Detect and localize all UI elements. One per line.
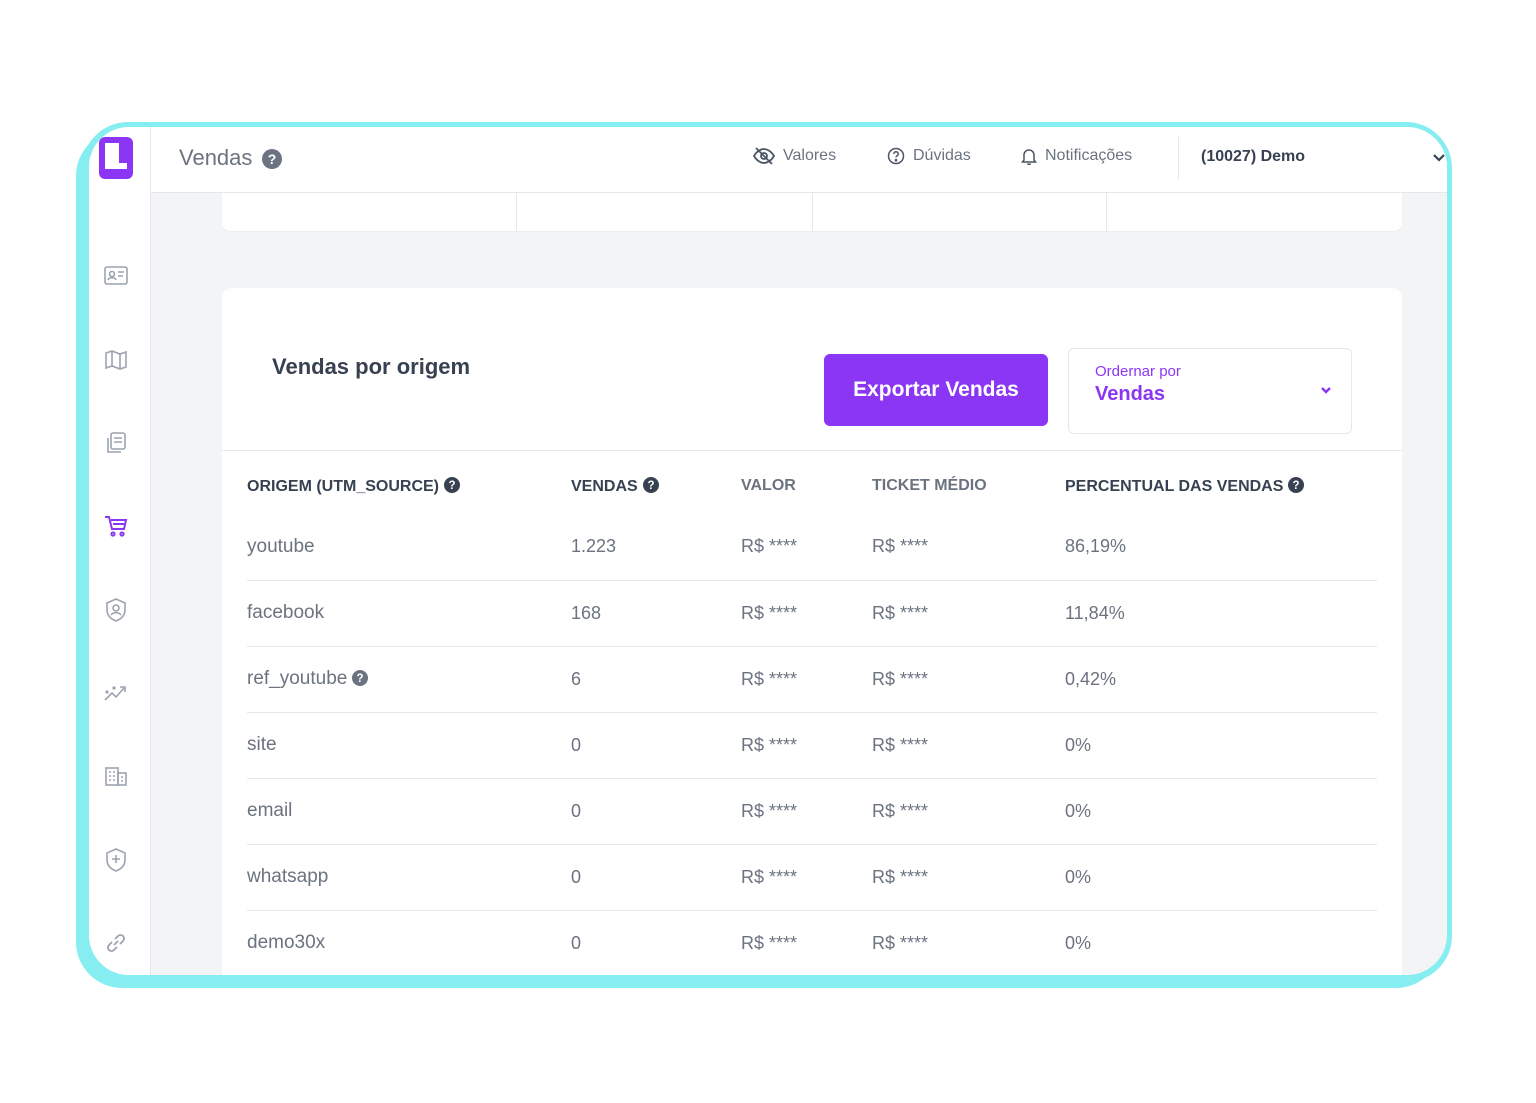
- cell-valor: R$ ****: [741, 844, 872, 911]
- cell-percentual: 0%: [1065, 910, 1377, 975]
- shield-user-icon[interactable]: [103, 597, 129, 623]
- card-title: Vendas por origem: [272, 354, 471, 379]
- cell-ticket: R$ ****: [872, 778, 1065, 845]
- sort-label: Ordernar por: [1095, 363, 1181, 380]
- page-title: Vendas: [179, 145, 253, 170]
- copy-document-icon[interactable]: [103, 430, 129, 456]
- cell-valor: R$ ****: [741, 580, 872, 647]
- question-circle-icon: [887, 147, 905, 165]
- chart-trend-icon[interactable]: [103, 680, 129, 706]
- svg-text:?: ?: [357, 673, 364, 685]
- eye-off-icon: [753, 147, 775, 165]
- building-icon[interactable]: [103, 763, 129, 789]
- cell-ticket: R$ ****: [872, 514, 1065, 581]
- id-card-icon[interactable]: [103, 263, 129, 289]
- cell-ticket: R$ ****: [872, 910, 1065, 975]
- cell-origem: youtube: [247, 514, 571, 581]
- cell-vendas: 0: [571, 844, 741, 911]
- svg-text:?: ?: [448, 480, 455, 492]
- cart-icon[interactable]: [103, 513, 129, 539]
- cell-vendas: 168: [571, 580, 741, 647]
- table-row: facebook 168 R$ **** R$ **** 11,84%: [247, 580, 1377, 647]
- toggle-values-button[interactable]: Valores: [753, 147, 836, 165]
- sales-table: ORIGEM (UTM_SOURCE)? VENDAS? VALOR TICKE…: [247, 458, 1377, 975]
- stats-separator: [1106, 193, 1107, 231]
- cell-valor: R$ ****: [741, 646, 872, 713]
- cell-vendas: 0: [571, 712, 741, 779]
- cell-origem: demo30x: [247, 910, 571, 975]
- values-label: Valores: [783, 147, 837, 164]
- help-button[interactable]: Dúvidas: [887, 147, 971, 165]
- stats-separator: [516, 193, 517, 231]
- table-row: demo30x 0 R$ **** R$ **** 0%: [247, 910, 1377, 975]
- chevron-down-icon: [1321, 387, 1331, 394]
- link-icon[interactable]: [103, 930, 129, 956]
- col-percentual[interactable]: PERCENTUAL DAS VENDAS?: [1065, 458, 1377, 514]
- cell-origem: whatsapp: [247, 844, 571, 911]
- col-ticket[interactable]: TICKET MÉDIO: [872, 477, 987, 494]
- cell-origem: site: [247, 712, 571, 779]
- cell-percentual: 0,42%: [1065, 646, 1377, 713]
- map-icon[interactable]: [103, 347, 129, 373]
- cell-percentual: 86,19%: [1065, 514, 1377, 581]
- cell-vendas: 1.223: [571, 514, 741, 581]
- col-origem[interactable]: ORIGEM (UTM_SOURCE)?: [247, 458, 571, 514]
- cell-vendas: 0: [571, 778, 741, 845]
- col-valor[interactable]: VALOR: [741, 477, 796, 494]
- table-row: youtube 1.223 R$ **** R$ **** 86,19%: [247, 514, 1377, 581]
- cell-valor: R$ ****: [741, 910, 872, 975]
- help-icon[interactable]: ?: [1287, 476, 1305, 494]
- sales-by-origin-card: Vendas por origem Exportar Vendas Ordern…: [222, 288, 1402, 975]
- notifications-label: Notificações: [1045, 147, 1133, 164]
- stats-card: [222, 193, 1402, 231]
- logo-icon[interactable]: [99, 137, 133, 179]
- account-selector[interactable]: (10027) Demo: [1201, 148, 1306, 165]
- sort-select[interactable]: Ordernar por Vendas: [1068, 348, 1352, 434]
- app-window: Vendas ? Valores Dúvidas: [89, 127, 1447, 975]
- notifications-button[interactable]: Notificações: [1021, 147, 1132, 165]
- help-icon[interactable]: ?: [261, 148, 283, 170]
- help-icon[interactable]: ?: [642, 476, 660, 494]
- sidebar: [89, 127, 151, 975]
- cell-valor: R$ ****: [741, 712, 872, 779]
- table-row: email 0 R$ **** R$ **** 0%: [247, 778, 1377, 845]
- help-icon[interactable]: ?: [443, 476, 461, 494]
- cell-percentual: 0%: [1065, 712, 1377, 779]
- top-header: Vendas ? Valores Dúvidas: [151, 127, 1447, 193]
- cell-origem: ref_youtube?: [247, 646, 571, 713]
- chevron-down-icon[interactable]: [1431, 149, 1447, 165]
- stats-separator: [812, 193, 813, 231]
- cell-percentual: 11,84%: [1065, 580, 1377, 647]
- shield-plus-icon[interactable]: [103, 847, 129, 873]
- cell-origem: facebook: [247, 580, 571, 647]
- cell-valor: R$ ****: [741, 514, 872, 581]
- sort-value: Vendas: [1095, 383, 1166, 405]
- header-divider: [1178, 137, 1179, 179]
- svg-text:?: ?: [268, 151, 277, 167]
- cell-origem: email: [247, 778, 571, 845]
- cell-percentual: 0%: [1065, 844, 1377, 911]
- cell-ticket: R$ ****: [872, 844, 1065, 911]
- cell-ticket: R$ ****: [872, 646, 1065, 713]
- cell-vendas: 6: [571, 646, 741, 713]
- cell-valor: R$ ****: [741, 778, 872, 845]
- card-divider: [222, 450, 1402, 451]
- table-header-row: ORIGEM (UTM_SOURCE)? VENDAS? VALOR TICKE…: [247, 458, 1377, 514]
- svg-text:?: ?: [647, 480, 654, 492]
- help-icon[interactable]: ?: [351, 669, 369, 687]
- col-vendas[interactable]: VENDAS?: [571, 458, 741, 514]
- bell-icon: [1021, 149, 1037, 165]
- table-row: ref_youtube? 6 R$ **** R$ **** 0,42%: [247, 646, 1377, 713]
- cell-vendas: 0: [571, 910, 741, 975]
- cell-percentual: 0%: [1065, 778, 1377, 845]
- doubts-label: Dúvidas: [913, 147, 971, 164]
- cell-ticket: R$ ****: [872, 712, 1065, 779]
- cell-ticket: R$ ****: [872, 580, 1065, 647]
- table-row: whatsapp 0 R$ **** R$ **** 0%: [247, 844, 1377, 911]
- svg-text:?: ?: [1293, 480, 1300, 492]
- export-sales-button[interactable]: Exportar Vendas: [824, 354, 1048, 426]
- table-row: site 0 R$ **** R$ **** 0%: [247, 712, 1377, 779]
